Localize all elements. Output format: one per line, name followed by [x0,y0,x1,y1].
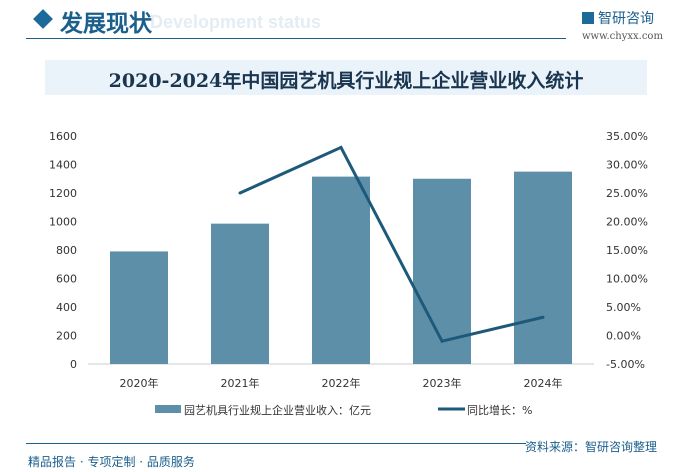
header-title: 发展现状 [60,11,152,37]
chart-title: 2020-2024年中国园艺机具行业规上企业营业收入统计 [108,70,584,92]
growth-point [238,191,242,195]
y-right-tick-label: 5.00% [606,301,641,314]
footer-tagline: 精品报告 · 专项定制 · 品质服务 [28,455,195,469]
bar [514,171,572,364]
y-left-tick-label: 1400 [49,159,77,172]
y-right-tick-label: 15.00% [606,244,648,257]
title-band [45,60,647,95]
y-right-tick-label: 30.00% [606,159,648,172]
growth-point [440,339,444,343]
y-left-tick-label: 1000 [49,216,77,229]
y-left-tick-label: 1200 [49,187,77,200]
y-right-tick-label: 35.00% [606,130,648,143]
header-divider [26,38,566,39]
header-subtitle: Development status [150,12,322,32]
brand-logo: 智研咨询 [582,8,654,28]
y-left-tick-label: 200 [56,330,77,343]
x-tick-label: 2023年 [423,376,462,390]
legend-line-label: 同比增长：% [467,403,532,417]
y-right-tick-label: 10.00% [606,273,648,286]
bar [312,176,370,364]
x-tick-label: 2020年 [120,376,159,390]
legend-bar-label: 园艺机具行业规上企业营业收入：亿元 [184,403,371,417]
growth-point [339,145,343,149]
growth-line [239,145,544,343]
x-tick-label: 2024年 [524,376,563,390]
y-left-tick-label: 0 [70,358,77,371]
footer-source: 资料来源：智研咨询整理 [525,440,658,454]
y-right-tick-label: 25.00% [606,187,648,200]
logo-text: 智研咨询 [598,11,654,27]
y-left-tick-label: 800 [56,244,77,257]
brand-url: www.chyxx.com [582,31,663,42]
y-left-tick-label: 1600 [49,130,77,143]
logo-icon [582,12,594,24]
bar [211,223,269,364]
y-right-tick-label: -5.00% [606,358,645,371]
y-left-tick-label: 400 [56,301,77,314]
bar [110,251,168,364]
y-right-tick-label: 0.00% [606,330,641,343]
y-left-tick-label: 600 [56,273,77,286]
x-tick-label: 2022年 [322,376,361,390]
x-tick-label: 2021年 [221,376,260,390]
growth-point [541,315,545,319]
legend-bar-swatch [155,405,181,413]
bar [413,178,471,364]
y-right-tick-label: 20.00% [606,216,648,229]
footer-divider [26,443,526,444]
